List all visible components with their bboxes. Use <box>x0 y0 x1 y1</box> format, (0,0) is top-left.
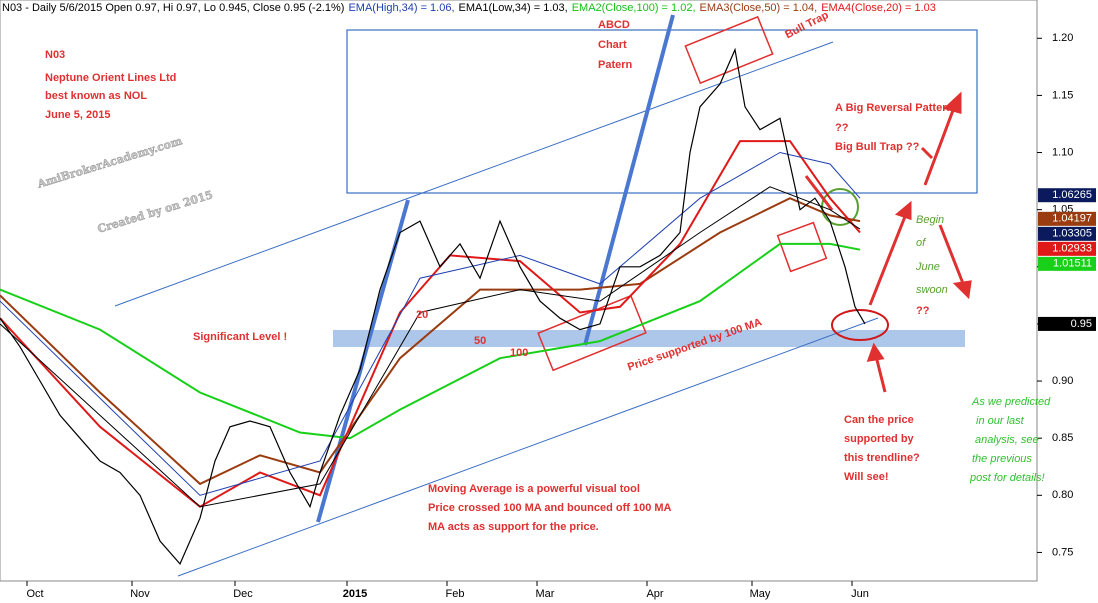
annotation: swoon <box>916 284 948 296</box>
arrow <box>920 146 934 160</box>
annotation: Moving Average is a powerful visual tool <box>428 483 640 495</box>
x-tick-label: Apr <box>646 588 663 600</box>
header-item: N03 - Daily 5/6/2015 Open 0.97, Hi 0.97,… <box>2 2 344 14</box>
arrow-head <box>943 91 962 114</box>
series-line <box>0 186 861 508</box>
x-tick-label: 2015 <box>343 588 367 600</box>
annotation: Big Bull Trap ?? <box>835 141 920 153</box>
series-line <box>0 151 861 496</box>
series-line <box>0 197 861 486</box>
price-label-box <box>1038 226 1096 241</box>
series-line <box>0 242 861 440</box>
annotation: post for details! <box>969 472 1045 484</box>
y-tick-label: 1.10 <box>1052 146 1073 158</box>
arrow-head <box>894 200 912 221</box>
annotation: analysis, see <box>975 434 1039 446</box>
header-item: EMA3(Close,50) = 1.04, <box>700 2 818 14</box>
x-tick-label: Feb <box>446 588 465 600</box>
annotation: of <box>916 237 926 249</box>
annotation: best known as NOL <box>45 90 147 102</box>
annotation: the previous <box>972 453 1032 465</box>
highlight-ellipse <box>831 309 889 341</box>
arrow <box>938 224 966 287</box>
price-label: 1.04197 <box>1052 213 1092 225</box>
arrow-head <box>952 280 972 300</box>
lower-trendline <box>177 317 879 577</box>
range-box <box>346 29 978 194</box>
highlight-box <box>537 294 647 372</box>
price-label-box <box>1038 211 1096 226</box>
x-tick-label: Mar <box>536 588 555 600</box>
price-label: 1.06265 <box>1052 189 1092 201</box>
arrow-head <box>866 342 885 362</box>
annotation: in our last <box>976 415 1025 427</box>
annotation: N03 <box>45 49 65 61</box>
y-tick-label: 0.90 <box>1052 375 1073 387</box>
price-label-box <box>1038 316 1096 331</box>
support-band <box>333 330 965 347</box>
annotation: As we predicted <box>971 396 1051 408</box>
annotation: Will see! <box>844 471 889 483</box>
annotation: this trendline? <box>844 452 920 464</box>
highlight-box <box>684 15 774 85</box>
annotation: A Big Reversal Pattern <box>835 102 953 114</box>
annotation: supported by <box>844 433 915 445</box>
y-tick-label: 0.85 <box>1052 432 1073 444</box>
annotation: Can the price <box>844 414 914 426</box>
header-item: EMA4(Close,20) = 1.03 <box>821 2 936 14</box>
x-tick-label: Jun <box>851 588 869 600</box>
x-tick-label: May <box>750 588 771 600</box>
highlight-box <box>776 221 828 273</box>
arrow <box>868 213 908 306</box>
y-tick-label: 1.15 <box>1052 89 1073 101</box>
y-tick-label: 0.80 <box>1052 489 1073 501</box>
annotation: Significant Level ! <box>193 331 287 343</box>
price-label-box <box>1038 241 1096 256</box>
header-item: EMA2(Close,100) = 1.02, <box>572 2 696 14</box>
x-tick-label: Nov <box>130 588 150 600</box>
annotation: Price crossed 100 MA and bounced off 100… <box>428 502 672 514</box>
price-label: 0.95 <box>1071 318 1092 330</box>
y-tick-label: 1.20 <box>1052 32 1073 44</box>
series-line <box>0 47 866 566</box>
annotation-shapes <box>114 14 978 577</box>
arrow <box>804 175 834 211</box>
header: N03 - Daily 5/6/2015 Open 0.97, Hi 0.97,… <box>2 2 936 14</box>
price-label-box <box>1038 188 1096 203</box>
price-label-box <box>1038 256 1096 271</box>
annotation: ABCD <box>598 19 630 31</box>
annotation: ?? <box>916 305 930 317</box>
annotation: 50 <box>474 335 486 347</box>
price-label: 1.01511 <box>1053 258 1092 270</box>
series-line <box>0 140 861 508</box>
y-tick-label: 0.75 <box>1052 546 1073 558</box>
annotation: Begin <box>916 214 944 226</box>
arrow <box>923 104 957 186</box>
annotation: Patern <box>598 59 633 71</box>
header-item: EMA(High,34) = 1.06, <box>348 2 454 14</box>
price-label: 1.03305 <box>1052 228 1092 240</box>
annotation: June <box>915 261 940 273</box>
abcd-leg <box>583 14 675 346</box>
x-tick-label: Dec <box>233 588 253 600</box>
x-tick-label: Oct <box>26 588 43 600</box>
annotation: ?? <box>835 122 849 134</box>
annotation: June 5, 2015 <box>45 109 110 121</box>
annotation: MA acts as support for the price. <box>428 521 599 533</box>
annotation: Chart <box>598 39 627 51</box>
annotation: 100 <box>510 347 528 359</box>
arrow <box>874 355 887 393</box>
upper-trendline <box>114 41 834 307</box>
price-label: 1.02933 <box>1052 243 1092 255</box>
annotation: Neptune Orient Lines Ltd <box>45 72 176 84</box>
annotation: 20 <box>416 309 428 321</box>
header-item: EMA1(Low,34) = 1.03, <box>459 2 568 14</box>
